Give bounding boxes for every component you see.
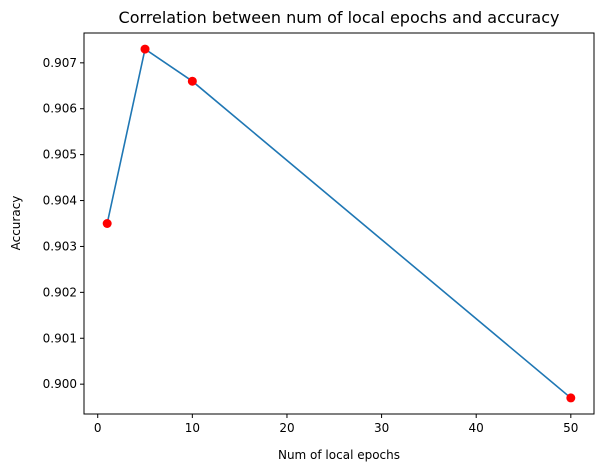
axes-frame (83, 32, 595, 415)
y-tick-label: 0.900 (43, 377, 77, 391)
series-line (106, 47, 572, 399)
data-point (566, 393, 576, 403)
x-tick-label: 0 (94, 421, 102, 435)
plot-area: 0 10 20 30 40 50 0.900 0.901 0.902 0.903 0.904 0.90… (43, 44, 578, 435)
data-point (187, 76, 197, 86)
y-tick-label: 0.905 (43, 148, 77, 162)
y-tick-label: 0.901 (43, 331, 77, 345)
data-point (102, 219, 112, 228)
y-axis-label: Accuracy (9, 196, 23, 251)
y-tick-label: 0.902 (43, 285, 77, 299)
x-tick-label: 50 (563, 421, 578, 435)
y-tick-label: 0.907 (43, 56, 77, 70)
x-tick-label: 40 (469, 421, 484, 435)
y-tick-label: 0.904 (43, 194, 77, 208)
y-tick-label: 0.903 (43, 239, 77, 253)
data-point (140, 44, 150, 54)
y-tick-label: 0.906 (43, 102, 77, 116)
x-tick-label: 30 (374, 421, 389, 435)
x-tick-label: 20 (279, 421, 294, 435)
chart-title: Correlation between num of local epochs … (119, 8, 560, 27)
x-axis-label: Num of local epochs (278, 448, 400, 462)
x-tick-label: 10 (185, 421, 200, 435)
